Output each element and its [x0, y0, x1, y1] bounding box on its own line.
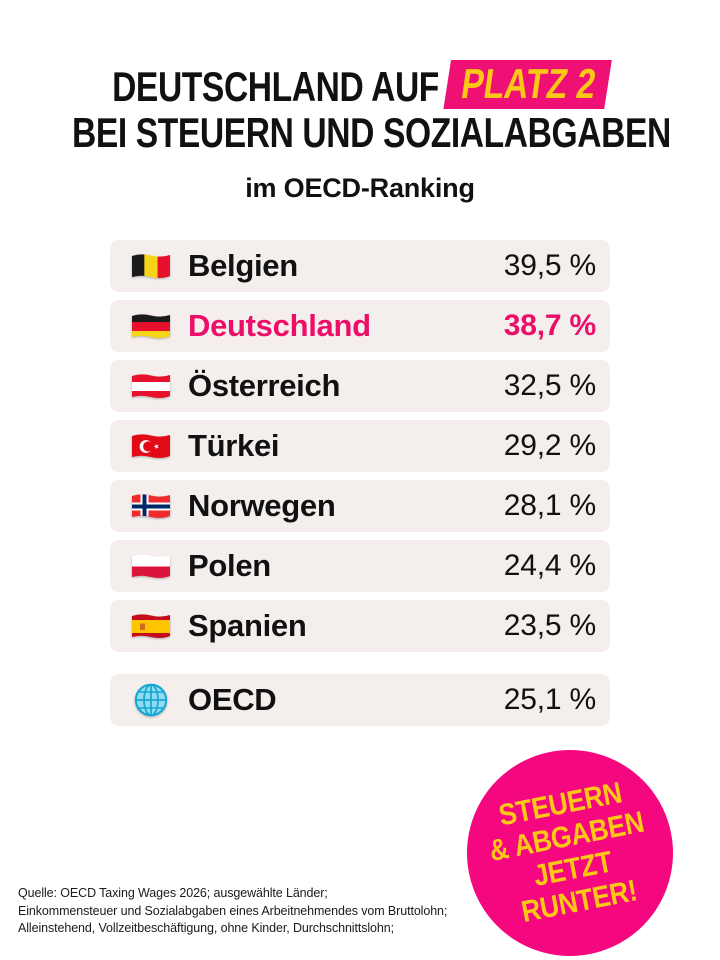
country-value: 29,2 % [503, 429, 596, 462]
table-row-highlighted: Deutschland 38,7 % [110, 300, 610, 352]
stamp-text-block: STEUERN & ABGABEN JETZT RUNTER! [470, 773, 669, 934]
headline-line-1: DEUTSCHLAND AUF PLATZ 2 [72, 60, 648, 111]
flag-poland-icon [128, 553, 174, 580]
country-name: OECD [188, 682, 277, 717]
country-name: Belgien [188, 248, 298, 283]
call-to-action-stamp: STEUERN & ABGABEN JETZT RUNTER! [467, 750, 673, 956]
source-note: Quelle: OECD Taxing Wages 2026; ausgewäh… [18, 885, 488, 938]
headline-block: DEUTSCHLAND AUF PLATZ 2 BEI STEUERN UND S… [0, 60, 720, 157]
flag-norway-icon [128, 493, 174, 520]
source-line-2: Einkommensteuer und Sozialabgaben eines … [18, 903, 448, 918]
flag-germany-icon [128, 313, 174, 340]
country-name: Österreich [188, 368, 341, 403]
subtitle: im OECD-Ranking [245, 173, 475, 203]
country-name: Deutschland [188, 308, 371, 343]
flag-austria-icon [128, 373, 174, 400]
country-name: Norwegen [188, 488, 336, 523]
country-value: 28,1 % [503, 489, 596, 522]
country-value: 38,7 % [503, 309, 596, 342]
source-line-1: Quelle: OECD Taxing Wages 2026; ausgewäh… [18, 885, 328, 900]
table-row: Österreich 32,5 % [110, 360, 610, 412]
table-row: Norwegen 28,1 % [110, 480, 610, 532]
headline-line-2: BEI STEUERN UND SOZIALABGABEN [72, 109, 671, 157]
source-line-3: Alleinstehend, Vollzeitbeschäftigung, oh… [18, 921, 394, 936]
table-row-oecd: OECD 25,1 % [110, 674, 610, 726]
table-row: Türkei 29,2 % [110, 420, 610, 472]
country-value: 39,5 % [503, 249, 596, 282]
headline-line-1-text: DEUTSCHLAND AUF [112, 62, 439, 110]
ranking-list: Belgien 39,5 % Deutschland 38,7 % [110, 240, 610, 734]
table-row: Spanien 23,5 % [110, 600, 610, 652]
flag-belgium-icon [128, 253, 174, 280]
platz-banner-label: PLATZ 2 [458, 60, 599, 107]
country-name: Spanien [188, 608, 307, 643]
country-value: 25,1 % [503, 683, 596, 716]
flag-turkey-icon [128, 433, 174, 460]
country-name: Polen [188, 548, 271, 583]
country-value: 24,4 % [503, 549, 596, 582]
country-name: Türkei [188, 428, 280, 463]
globe-icon [128, 683, 174, 717]
country-value: 23,5 % [503, 609, 596, 642]
platz-banner: PLATZ 2 [443, 60, 612, 110]
flag-spain-icon [128, 613, 174, 640]
table-row: Polen 24,4 % [110, 540, 610, 592]
country-value: 32,5 % [503, 369, 596, 402]
table-row: Belgien 39,5 % [110, 240, 610, 292]
